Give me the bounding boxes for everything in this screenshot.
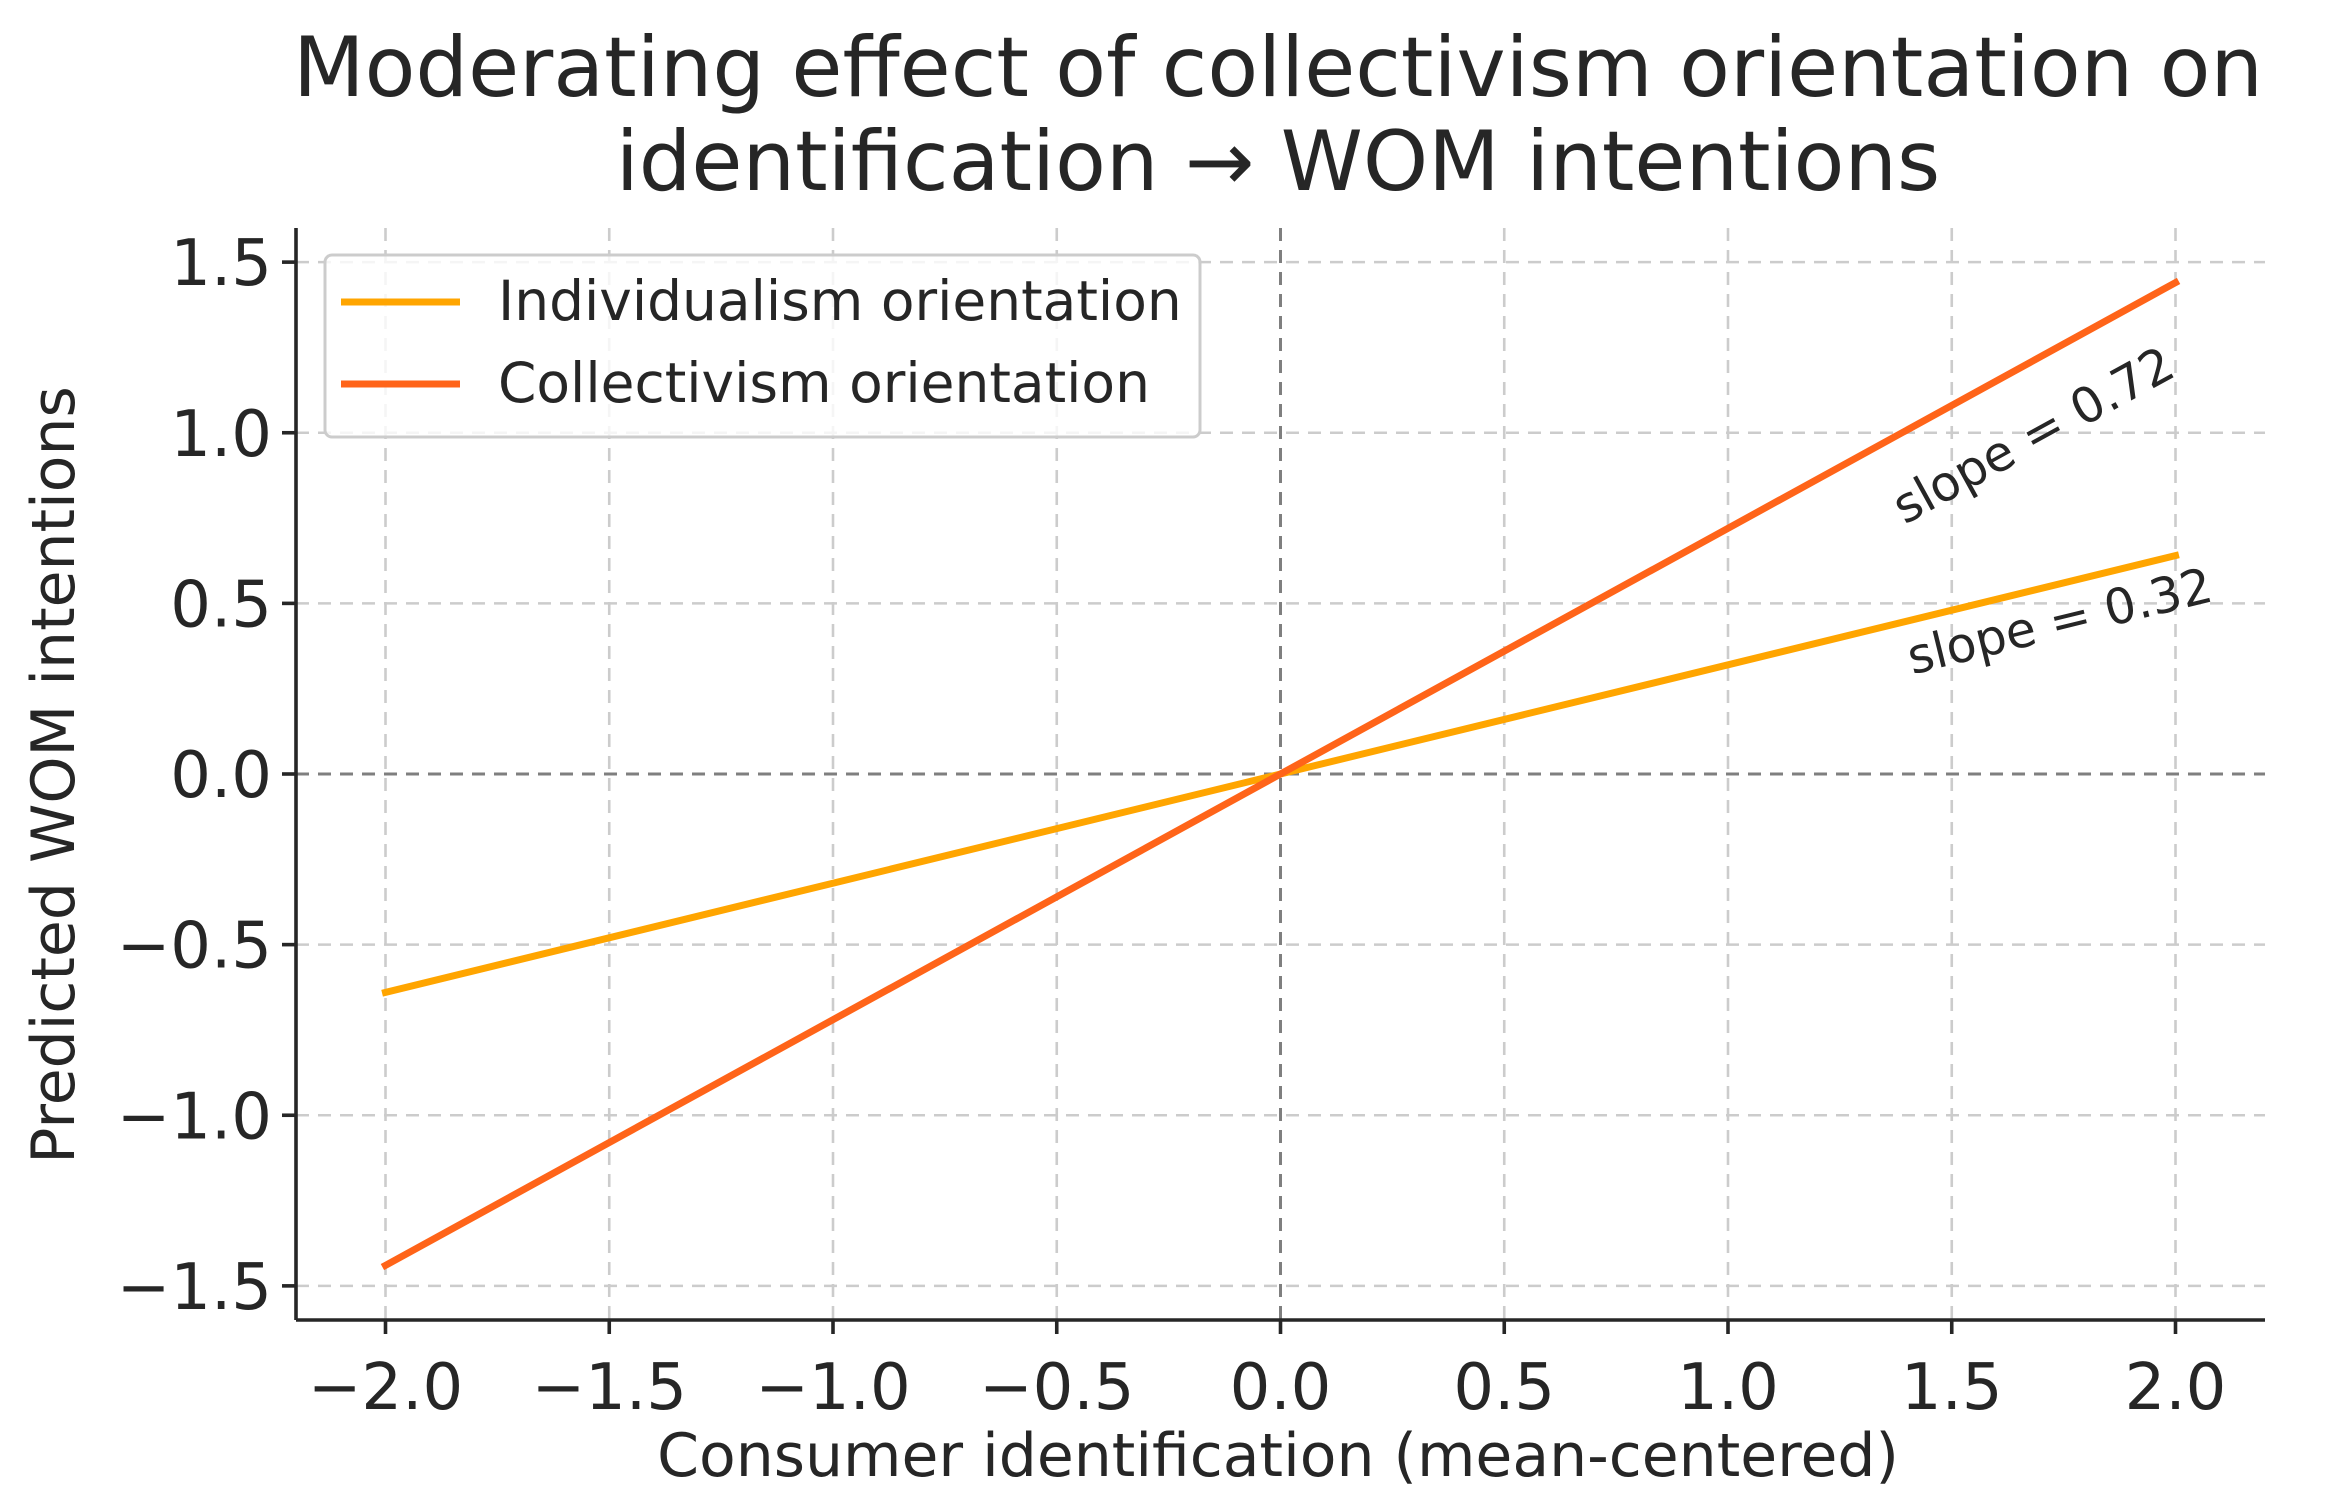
chart-title-line-2: identification → WOM intentions: [616, 113, 1941, 210]
legend: Individualism orientation Collectivism o…: [323, 253, 1202, 439]
series-group: [380, 277, 2181, 1271]
y-tick-label: −1.5: [117, 1251, 272, 1325]
x-axis-label: Consumer identification (mean-centered): [657, 1421, 1899, 1491]
x-tick-label: −1.0: [755, 1351, 910, 1425]
legend-frame: [323, 253, 1202, 439]
chart-title-line-1: Moderating effect of collectivism orient…: [293, 19, 2263, 116]
slope-label-individualism: slope = 0.32: [1902, 557, 2218, 686]
x-tick-label: −2.0: [308, 1351, 463, 1425]
x-tick-label: 0.0: [1230, 1351, 1332, 1425]
x-tick-label: 2.0: [2125, 1351, 2227, 1425]
x-tick-label: −1.5: [532, 1351, 687, 1425]
y-tick-label: 0.5: [170, 568, 272, 642]
y-axis-label: Predicted WOM intentions: [19, 386, 89, 1163]
series-line-collectivism: [380, 277, 2181, 1271]
x-tick-label: −0.5: [979, 1351, 1134, 1425]
x-tick-label: 1.5: [1901, 1351, 2003, 1425]
legend-label-individualism: Individualism orientation: [498, 269, 1182, 333]
slope-label-collectivism: slope = 0.72: [1883, 335, 2184, 535]
y-tick-label: 1.5: [170, 227, 272, 301]
slope-annotations: slope = 0.32 slope = 0.72: [1883, 335, 2218, 686]
y-tick-label: −1.0: [117, 1080, 272, 1154]
reference-lines: [296, 228, 2265, 1320]
x-tick-label: 1.0: [1677, 1351, 1779, 1425]
x-tick-label: 0.5: [1453, 1351, 1555, 1425]
y-tick-label: 1.0: [170, 398, 272, 472]
legend-label-collectivism: Collectivism orientation: [498, 351, 1150, 415]
y-tick-label: −0.5: [117, 910, 272, 984]
ticks: −2.0 −1.5 −1.0 −0.5 0.0 0.5 1.0 1.5 2.0 1.5 1.0 0.5…: [117, 227, 2227, 1425]
y-tick-label: 0.0: [170, 739, 272, 813]
